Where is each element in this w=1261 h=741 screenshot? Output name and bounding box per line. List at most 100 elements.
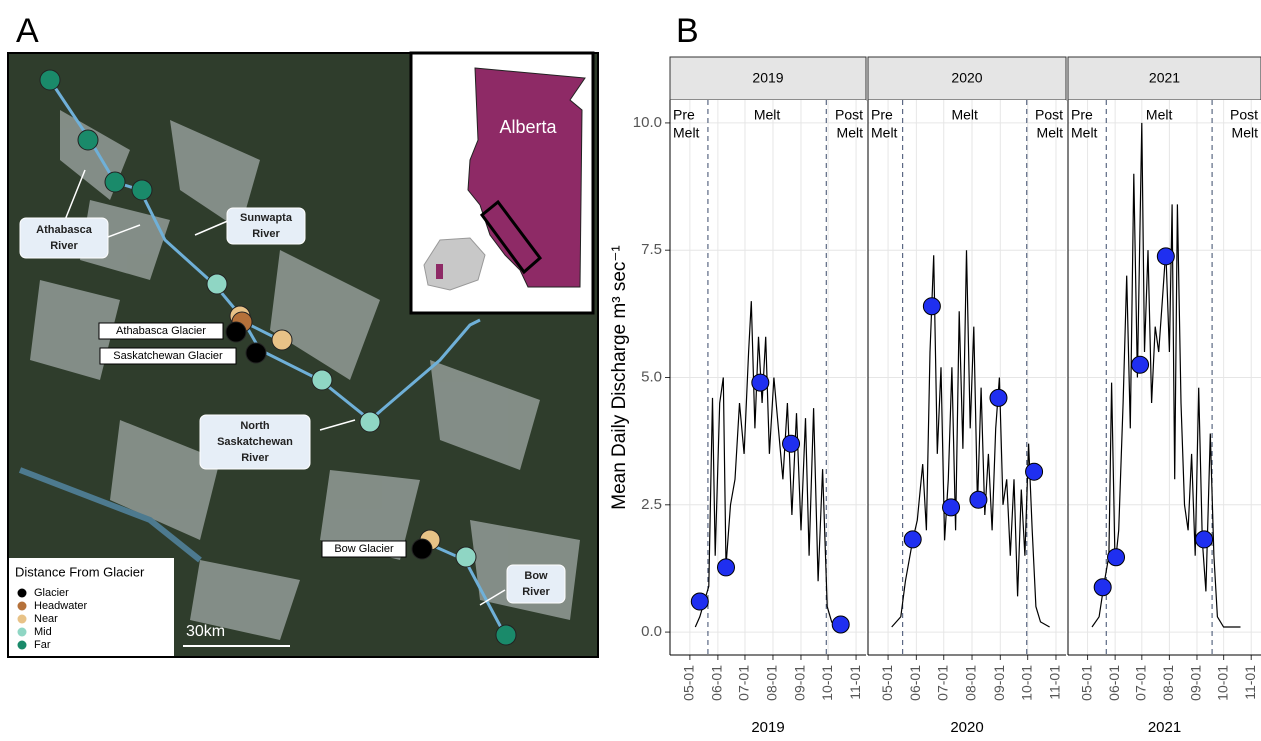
phase-label: Post	[1035, 107, 1063, 123]
x-tick-label: 09-01	[991, 665, 1007, 701]
y-tick-label: 10.0	[633, 114, 662, 131]
phase-label: Melt	[1232, 125, 1259, 141]
facet-title: 2021	[1149, 70, 1180, 86]
x-tick-label: 07-01	[1133, 665, 1149, 701]
sample-point	[1131, 355, 1150, 374]
discharge-line	[694, 301, 846, 628]
sample-point	[1195, 530, 1214, 549]
alberta-shape	[467, 67, 586, 288]
y-tick-label: 5.0	[641, 368, 662, 385]
x-tick-label: 11-01	[1047, 665, 1063, 700]
facet-title: 2019	[752, 70, 783, 86]
sample-point	[690, 592, 709, 611]
map: Athabasca River Sunwapta River North Sas…	[7, 51, 599, 658]
river-label: Sunwapta	[240, 212, 293, 224]
lake	[18, 467, 202, 563]
river-label: River	[522, 586, 550, 598]
x-tick-label: 10-01	[1018, 665, 1034, 701]
sample-point	[717, 558, 735, 577]
x-tick-label: 07-01	[736, 665, 752, 701]
site	[495, 624, 517, 646]
panel-label: A	[16, 12, 39, 50]
legend-swatch	[17, 614, 27, 624]
legend-swatch	[17, 588, 27, 598]
phase-label: Melt	[1146, 107, 1173, 123]
phase-label: Melt	[837, 125, 864, 141]
phase-label: Pre	[1071, 107, 1093, 123]
label-box	[19, 217, 109, 259]
site	[455, 546, 477, 568]
label-box	[506, 564, 566, 604]
site	[39, 69, 61, 91]
legend-label: Headwater	[34, 600, 88, 612]
discharge-line	[891, 250, 1050, 628]
x-tick-label: 05-01	[1078, 665, 1094, 701]
sample-point	[903, 530, 922, 549]
river-label: Saskatchewan	[217, 436, 293, 448]
study-area-box	[479, 199, 543, 275]
x-tick-label: 08-01	[1160, 665, 1176, 701]
legend-label: Near	[34, 613, 58, 625]
strip	[867, 56, 1067, 101]
label-box	[98, 322, 224, 340]
x-tick-label: 06-01	[907, 665, 923, 701]
site	[411, 538, 433, 560]
legend-swatch	[17, 601, 27, 611]
sample-point	[1093, 578, 1112, 597]
x-tick-label: 10-01	[1214, 665, 1230, 701]
x-axis-title: 2021	[1148, 719, 1181, 736]
legend-swatch	[17, 640, 27, 650]
canada-alberta	[436, 264, 443, 279]
label-box	[226, 207, 306, 245]
phase-label: Pre	[871, 107, 893, 123]
label-box	[199, 414, 311, 470]
legend-label: Mid	[34, 626, 52, 638]
x-tick-label: 06-01	[1106, 665, 1122, 701]
site	[77, 129, 99, 151]
x-tick-label: 11-01	[1242, 665, 1258, 700]
river-label: River	[252, 228, 280, 240]
phase-label: Melt	[673, 125, 700, 141]
strip	[1067, 56, 1261, 101]
legend-title: Distance From Glacier	[15, 564, 145, 579]
sample-point	[782, 434, 801, 453]
sites	[39, 69, 517, 646]
label-box	[99, 347, 237, 365]
sample-point	[922, 297, 941, 316]
x-tick-label: 08-01	[963, 665, 979, 701]
river-label: Bow	[524, 570, 548, 582]
river-label: Athabasca	[36, 224, 93, 236]
site	[131, 179, 153, 201]
river-label: River	[50, 240, 78, 252]
phase-label: Melt	[1037, 125, 1064, 141]
river-label: River	[241, 452, 269, 464]
phase-label: Melt	[951, 107, 978, 123]
x-axis-title: 2020	[950, 719, 983, 736]
site	[271, 329, 293, 351]
river-label: North	[240, 420, 270, 432]
x-tick-label: 06-01	[709, 665, 725, 701]
phase-label: Melt	[871, 125, 898, 141]
y-tick-label: 2.5	[641, 496, 662, 513]
y-tick-label: 0.0	[641, 623, 662, 640]
x-tick-label: 10-01	[819, 665, 835, 701]
x-tick-label: 09-01	[792, 665, 808, 701]
scale-label: 30km	[186, 623, 225, 640]
x-tick-label: 09-01	[1188, 665, 1204, 701]
sample-point	[989, 388, 1008, 407]
x-tick-label: 07-01	[934, 665, 950, 701]
facet-title: 2020	[951, 70, 982, 86]
sample-point	[751, 373, 770, 392]
site	[206, 273, 228, 295]
strip	[669, 56, 867, 101]
phase-label: Post	[1230, 107, 1258, 123]
phase-label: Melt	[1071, 125, 1098, 141]
y-axis-title: Mean Daily Discharge m³ sec⁻¹	[609, 245, 630, 510]
x-tick-label: 11-01	[847, 665, 863, 700]
legend	[9, 558, 174, 656]
x-axis-title: 2019	[751, 719, 784, 736]
legend-label: Far	[34, 639, 51, 651]
